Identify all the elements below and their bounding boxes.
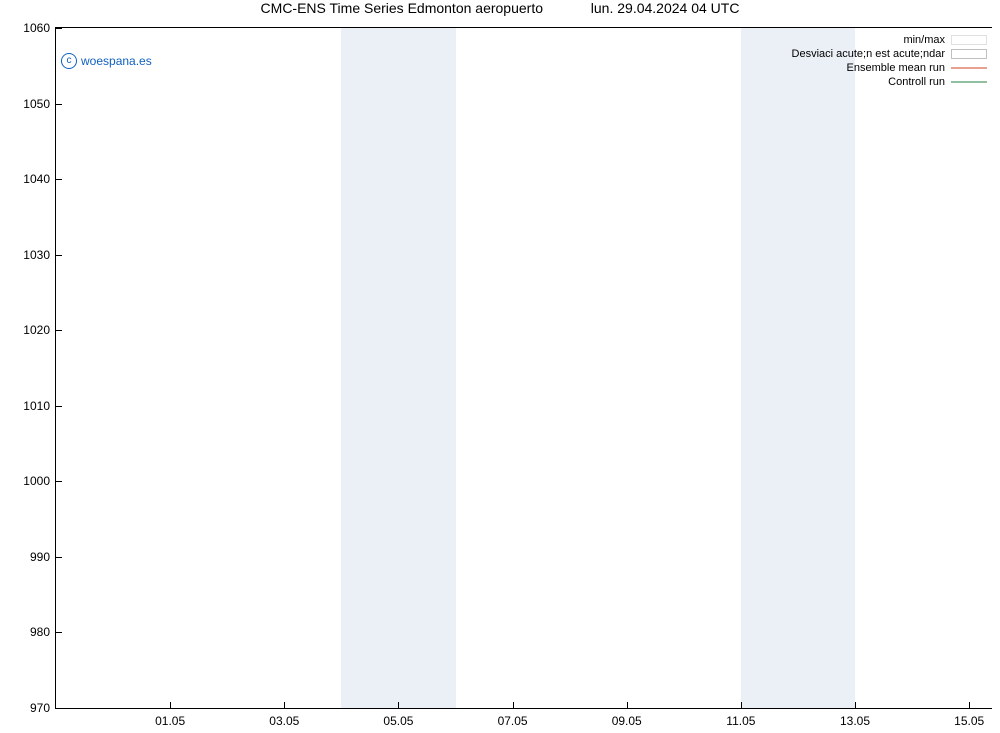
x-tick-label: 13.05 — [840, 714, 870, 728]
title-right: lun. 29.04.2024 04 UTC — [591, 0, 740, 16]
y-tick-mark — [55, 406, 62, 407]
x-tick-label: 07.05 — [498, 714, 528, 728]
x-tick-label: 15.05 — [954, 714, 984, 728]
legend-label: Desviaci acute;n est acute;ndar — [792, 48, 945, 60]
y-tick-mark — [55, 557, 62, 558]
legend-item: Ensemble mean run — [792, 61, 987, 75]
y-tick-label: 1050 — [23, 97, 50, 111]
y-tick-label: 970 — [30, 701, 50, 715]
legend-swatch — [951, 35, 987, 45]
legend-swatch — [951, 63, 987, 73]
x-tick-label: 11.05 — [726, 714, 755, 728]
legend-swatch — [951, 77, 987, 87]
y-tick-mark — [55, 481, 62, 482]
y-tick-label: 1000 — [23, 474, 50, 488]
x-tick-mark — [170, 702, 171, 709]
x-tick-label: 03.05 — [269, 714, 299, 728]
legend-label: Ensemble mean run — [847, 62, 945, 74]
copyright-icon: c — [61, 53, 77, 69]
chart-title: CMC-ENS Time Series Edmonton aeropuerto … — [0, 0, 1000, 24]
y-tick-label: 1040 — [23, 172, 50, 186]
y-tick-mark — [55, 28, 62, 29]
x-tick-mark — [398, 702, 399, 709]
shaded-band — [341, 28, 455, 708]
x-tick-label: 01.05 — [155, 714, 185, 728]
y-tick-label: 980 — [30, 625, 50, 639]
x-tick-mark — [513, 702, 514, 709]
legend-item: min/max — [792, 33, 987, 47]
legend-swatch — [951, 49, 987, 59]
y-tick-label: 1030 — [23, 248, 50, 262]
legend: min/max Desviaci acute;n est acute;ndar En… — [792, 33, 987, 89]
legend-label: min/max — [903, 34, 945, 46]
y-tick-label: 1060 — [23, 21, 50, 35]
legend-label: Controll run — [888, 76, 945, 88]
x-tick-mark — [627, 702, 628, 709]
y-tick-mark — [55, 632, 62, 633]
copyright: c woespana.es — [61, 53, 152, 69]
plot-area: c woespana.es min/max Desviaci acute;n es… — [55, 27, 992, 709]
x-tick-mark — [855, 702, 856, 709]
x-tick-mark — [284, 702, 285, 709]
title-left: CMC-ENS Time Series Edmonton aeropuerto — [261, 0, 543, 16]
copyright-text: woespana.es — [81, 54, 152, 68]
x-tick-mark — [741, 702, 742, 709]
y-tick-label: 1020 — [23, 323, 50, 337]
x-tick-label: 09.05 — [612, 714, 642, 728]
y-tick-mark — [55, 330, 62, 331]
y-tick-label: 1010 — [23, 399, 50, 413]
x-tick-label: 05.05 — [383, 714, 413, 728]
x-tick-mark — [969, 702, 970, 709]
y-tick-mark — [55, 708, 62, 709]
y-tick-mark — [55, 104, 62, 105]
chart-container: CMC-ENS Time Series Edmonton aeropuerto … — [0, 0, 1000, 733]
shaded-band — [741, 28, 855, 708]
y-tick-mark — [55, 255, 62, 256]
legend-item: Desviaci acute;n est acute;ndar — [792, 47, 987, 61]
y-tick-label: 990 — [30, 550, 50, 564]
y-tick-mark — [55, 179, 62, 180]
legend-item: Controll run — [792, 75, 987, 89]
